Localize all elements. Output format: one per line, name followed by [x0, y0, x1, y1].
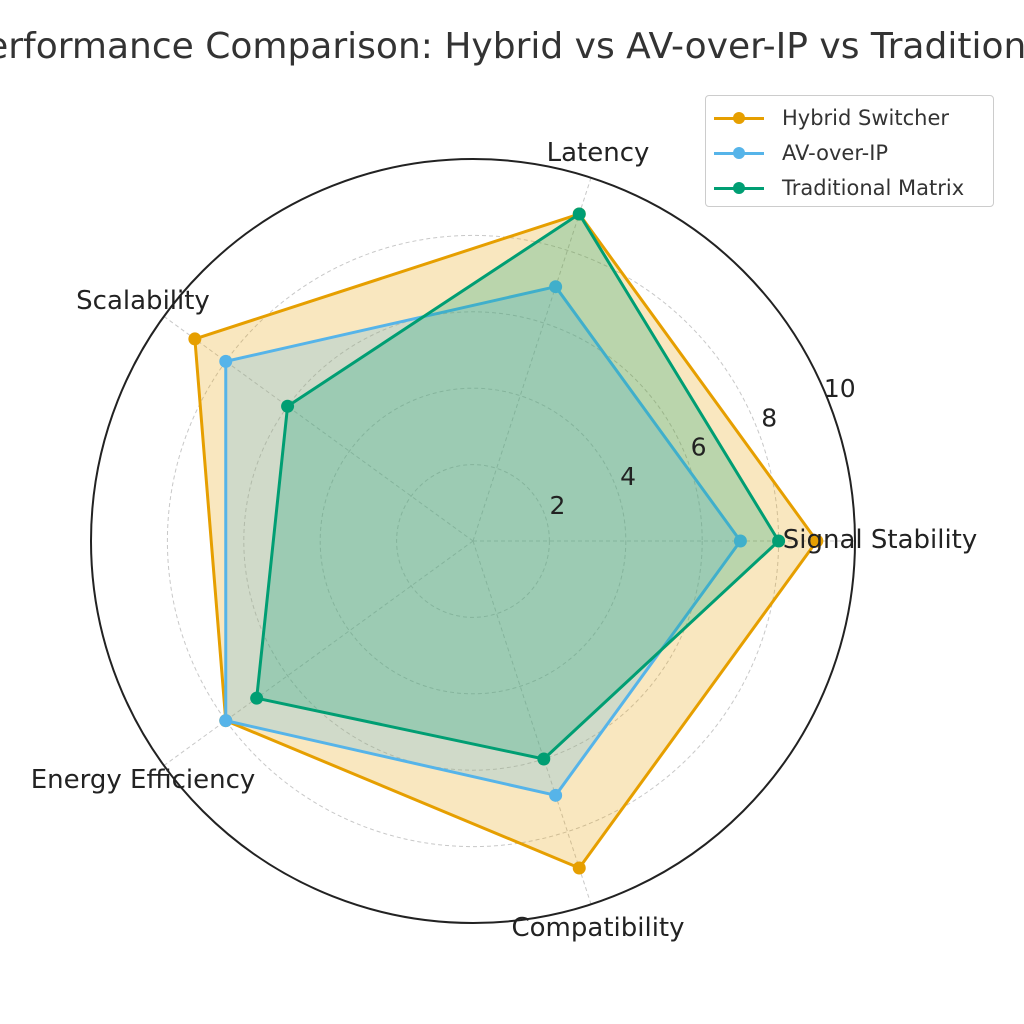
data-point — [537, 752, 551, 766]
series-line-0 — [193, 212, 819, 870]
grid-circle — [319, 387, 627, 695]
data-point — [188, 332, 202, 346]
axis-label: Compatibility — [512, 913, 685, 943]
data-point — [733, 534, 747, 548]
series-area-0 — [194, 214, 817, 868]
r-tick-label: 10 — [824, 374, 856, 403]
data-point — [250, 691, 264, 705]
outer-circle — [90, 158, 856, 924]
data-point — [219, 354, 233, 368]
r-tick-label: 2 — [549, 491, 565, 520]
data-point — [572, 207, 586, 221]
series-area-1 — [225, 286, 741, 796]
r-tick-label: 4 — [620, 462, 636, 491]
grid-spoke — [163, 316, 474, 542]
legend-label: Hybrid Switcher — [782, 105, 950, 130]
data-point — [549, 280, 563, 294]
legend-marker — [714, 143, 764, 163]
chart-title: Performance Comparison: Hybrid vs AV-ove… — [0, 26, 1024, 67]
legend: Hybrid Switcher AV-over-IP Traditional M… — [705, 95, 994, 207]
data-point — [572, 861, 586, 875]
grid-circle — [396, 464, 550, 618]
grid-circle — [243, 311, 703, 771]
legend-item-hybrid-switcher: Hybrid Switcher — [706, 100, 993, 135]
axis-label: Signal Stability — [783, 525, 978, 555]
grid-spoke — [163, 540, 474, 766]
series-line-1 — [224, 285, 742, 797]
grid-spoke — [472, 177, 592, 542]
grid-spoke — [472, 540, 592, 905]
axis-label: Latency — [547, 138, 650, 168]
data-point — [810, 534, 824, 548]
legend-label: Traditional Matrix — [782, 175, 965, 200]
axis-label: Scalability — [76, 286, 210, 316]
legend-item-av-over-ip: AV-over-IP — [706, 135, 993, 170]
legend-marker — [714, 108, 764, 128]
data-point — [772, 534, 786, 548]
legend-label: AV-over-IP — [782, 140, 889, 165]
series-area-2 — [256, 214, 779, 759]
axis-label: Energy Efficiency — [31, 765, 256, 795]
data-point — [549, 788, 563, 802]
r-tick-label: 8 — [761, 403, 777, 432]
r-tick-label: 6 — [691, 433, 707, 462]
series-line-2 — [255, 212, 781, 761]
legend-marker — [714, 178, 764, 198]
data-point — [219, 714, 233, 728]
legend-item-traditional-matrix: Traditional Matrix — [706, 170, 993, 205]
data-point — [281, 399, 295, 413]
